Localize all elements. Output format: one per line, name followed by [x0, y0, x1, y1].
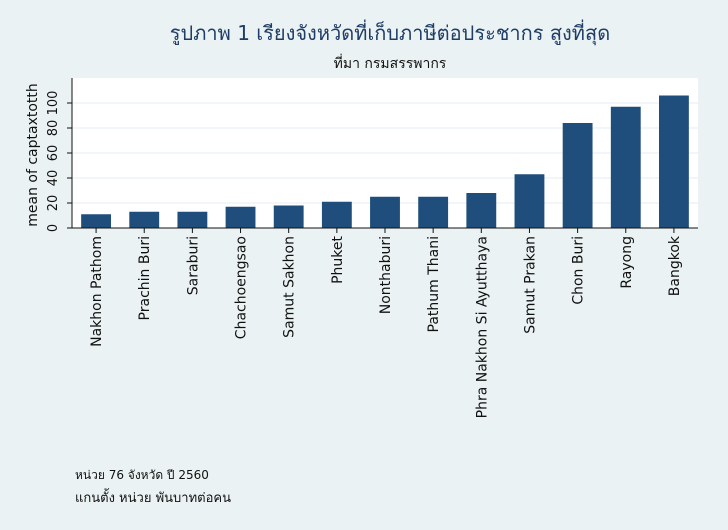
bar-samut-sakhon	[273, 205, 304, 228]
x-tick-label: Nakhon Pathom	[89, 236, 105, 347]
bar-nonthaburi	[370, 196, 400, 228]
bar-nakhon-pathom	[81, 214, 112, 228]
x-tick-label: Chon Buri	[571, 236, 587, 305]
y-tick-label-40: 40	[46, 170, 61, 187]
y-ticks: 0 20 40 60 80 100	[46, 91, 72, 232]
x-tick-label: Nonthaburi	[378, 236, 394, 314]
bars	[81, 95, 689, 228]
x-tick-label: Saraburi	[185, 236, 201, 295]
x-tick-label: Phuket	[330, 235, 346, 283]
bar-phuket	[321, 201, 352, 228]
y-axis-label: mean of captaxtotth	[25, 83, 41, 227]
x-tick-label: Samut Sakhon	[282, 236, 298, 338]
bar-chachoengsao	[225, 206, 256, 228]
y-tick-label-20: 20	[46, 195, 61, 212]
bar-saraburi	[177, 211, 208, 228]
y-tick-label-60: 60	[46, 145, 61, 162]
x-tick-label: Prachin Buri	[137, 236, 153, 320]
x-tick-label: Phra Nakhon Si Ayutthaya	[474, 236, 490, 418]
x-tick-label: Rayong	[619, 236, 635, 289]
y-tick-label-0: 0	[46, 224, 61, 232]
bar-phra-nakhon-si-ayutthaya	[466, 193, 497, 228]
y-tick-label-80: 80	[46, 120, 61, 137]
y-tick-label-100: 100	[46, 91, 61, 116]
gridlines	[72, 102, 698, 204]
x-tick-labels: Nakhon Pathom Prachin Buri Saraburi Chachoe…	[89, 228, 683, 418]
bar-chon-buri	[562, 123, 593, 228]
bar-samut-prakan	[514, 174, 545, 228]
bar-pathum-thani	[418, 196, 449, 228]
chart-title: รูปภาพ 1 เรียงจังหวัดที่เก็บภาษีต่อประชา…	[170, 19, 610, 46]
bar-rayong	[610, 106, 641, 228]
x-tick-label: Samut Prakan	[522, 236, 538, 334]
x-tick-label: Bangkok	[667, 235, 683, 296]
bar-bangkok	[658, 95, 689, 228]
bar-prachin-buri	[129, 211, 160, 228]
x-tick-label: Chachoengsao	[234, 236, 250, 339]
note-y-axis: แกนตั้ง หน่วย พันบาทต่อคน	[75, 488, 231, 506]
note-units: หน่วย 76 จังหวัด ปี 2560	[75, 468, 209, 482]
chart-subtitle: ที่มา กรมสรรพากร	[334, 54, 447, 72]
x-tick-label: Pathum Thani	[426, 236, 442, 332]
